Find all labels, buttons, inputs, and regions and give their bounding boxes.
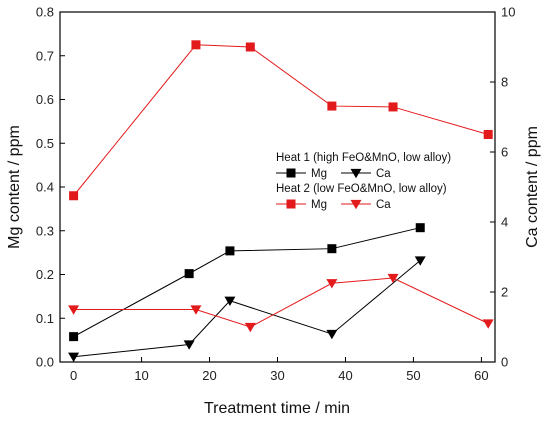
left-y-tick-label: 0.8	[36, 5, 54, 20]
data-point-triangle	[68, 305, 80, 315]
x-tick-label: 20	[202, 368, 216, 383]
legend-label: Mg	[311, 168, 327, 180]
series-ca-heat-1	[68, 256, 426, 362]
data-point-triangle	[414, 256, 426, 266]
data-point-triangle	[326, 329, 338, 340]
data-point-square	[483, 130, 493, 139]
left-y-tick-label: 0.2	[36, 267, 54, 282]
left-y-tick-label: 0.5	[36, 136, 54, 151]
legend-group-title: Heat 1 (high FeO&MnO, low alloy)	[276, 152, 451, 164]
right-y-tick-label: 8	[501, 75, 508, 90]
right-y-tick-label: 6	[501, 145, 508, 160]
data-point-square	[69, 332, 79, 342]
data-point-square	[388, 102, 398, 112]
right-y-tick-label: 2	[501, 285, 508, 300]
legend-label: Ca	[376, 199, 391, 211]
data-point-square	[225, 246, 235, 256]
legend-marker-triangle	[350, 168, 362, 179]
legend-marker-square	[286, 199, 296, 209]
left-y-axis-title: Mg content / ppm	[6, 125, 23, 249]
left-y-tick-label: 0.3	[36, 223, 54, 238]
legend-marker-square	[286, 168, 296, 178]
series-mg-heat-1	[69, 223, 425, 342]
data-point-square	[327, 101, 337, 111]
data-point-square	[191, 40, 201, 50]
x-tick-label: 40	[338, 368, 352, 383]
data-point-square	[69, 191, 79, 201]
x-tick-label: 60	[474, 368, 488, 383]
legend-group-title: Heat 2 (low FeO&MnO, low alloy)	[276, 183, 447, 195]
right-y-tick-label: 10	[501, 5, 515, 20]
series-layer	[68, 40, 494, 362]
left-y-tick-label: 0.4	[36, 180, 54, 195]
data-point-square	[415, 223, 425, 233]
data-point-triangle	[224, 296, 236, 306]
x-axis: 0 10 20 30 40 50 60	[70, 357, 489, 383]
left-y-tick-label: 0.6	[36, 92, 54, 107]
left-y-tick-label: 0.7	[36, 48, 54, 63]
series-ca-heat-2	[68, 273, 494, 333]
legend-label: Mg	[311, 199, 327, 211]
data-point-square	[184, 269, 194, 279]
right-y-axis: 0 2 4 6 8 10	[490, 5, 515, 370]
series-mg-heat-2	[69, 40, 493, 201]
series-line	[73, 277, 489, 328]
data-point-triangle	[326, 279, 338, 289]
left-y-tick-label: 0.0	[36, 355, 54, 370]
right-y-axis-title: Ca content / ppm	[524, 126, 541, 248]
series-line	[73, 227, 421, 338]
right-y-tick-label: 4	[501, 215, 508, 230]
data-point-square	[245, 42, 255, 52]
x-tick-label: 30	[270, 368, 284, 383]
left-y-axis: 0.0 0.1 0.2 0.3 0.4 0.5 0.6 0.7 0.8	[36, 5, 65, 370]
x-tick-label: 0	[70, 368, 77, 383]
series-line	[73, 44, 489, 197]
legend-label: Ca	[376, 168, 391, 180]
data-point-triangle	[68, 352, 80, 362]
x-tick-label: 10	[134, 368, 148, 383]
right-y-tick-label: 0	[501, 355, 508, 370]
data-point-triangle	[244, 322, 256, 333]
data-point-triangle	[482, 319, 494, 329]
data-point-triangle	[387, 273, 399, 284]
data-point-triangle	[190, 305, 202, 315]
legend-marker-triangle	[350, 199, 362, 210]
legend: Heat 1 (high FeO&MnO, low alloy) Heat 2 …	[276, 152, 451, 211]
x-tick-label: 50	[406, 368, 420, 383]
x-axis-title: Treatment time / min	[204, 400, 350, 417]
left-y-tick-label: 0.1	[36, 311, 54, 326]
legend-markers	[276, 168, 371, 210]
data-point-square	[327, 244, 337, 254]
data-point-triangle	[183, 340, 195, 350]
